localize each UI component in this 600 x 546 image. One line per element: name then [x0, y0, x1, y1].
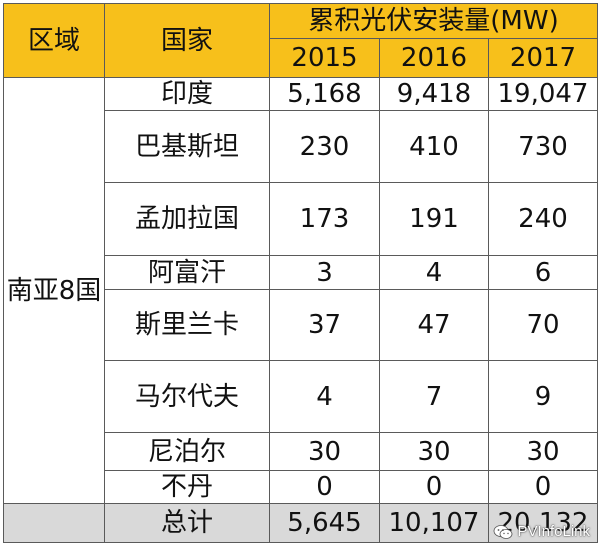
table-row: 马尔代夫 4 7 9: [4, 360, 598, 433]
value-cell: 30: [488, 432, 598, 471]
year-header: 2017: [488, 38, 598, 78]
total-value-cell: 5,645: [269, 503, 380, 543]
value-cell: 5,168: [269, 77, 380, 111]
total-value-cell: 20,132: [488, 503, 598, 543]
country-cell: 孟加拉国: [104, 182, 270, 256]
header-row: 区域 国家 累积光伏安装量(MW): [3, 3, 598, 78]
country-cell: 尼泊尔: [104, 432, 270, 471]
value-cell: 30: [269, 432, 380, 471]
watermark: PVInfoLink: [493, 523, 590, 540]
value-cell: 4: [379, 255, 489, 290]
value-cell: 0: [488, 470, 598, 504]
value-cell: 9,418: [379, 77, 489, 111]
year-header-row: 2015 2016 2017: [4, 38, 598, 78]
value-cell: 191: [379, 182, 489, 256]
value-cell: 730: [488, 110, 598, 183]
value-cell: 19,047: [488, 77, 598, 111]
table-row: 巴基斯坦 230 410 730: [4, 110, 598, 183]
pv-installation-table: 区域 国家 累积光伏安装量(MW) 2015 2016 2017 南亚8国 印度…: [3, 3, 598, 543]
table-row: 阿富汗 3 4 6: [4, 255, 598, 290]
table-row: 南亚8国 印度 5,168 9,418 19,047: [3, 77, 598, 504]
total-row: 总计 5,645 10,107 20,132: [3, 503, 598, 543]
country-cell: 不丹: [104, 470, 270, 504]
region-cell: 南亚8国: [3, 77, 105, 504]
value-cell: 37: [269, 289, 380, 361]
value-cell: 30: [379, 432, 489, 471]
year-header: 2015: [269, 38, 380, 78]
country-cell: 斯里兰卡: [104, 289, 270, 361]
value-cell: 4: [269, 360, 380, 433]
value-cell: 240: [488, 182, 598, 256]
table-row: 孟加拉国 173 191 240: [4, 182, 598, 256]
country-cell: 印度: [104, 77, 270, 111]
year-header: 2016: [379, 38, 489, 78]
total-label-cell: 总计: [104, 503, 270, 543]
value-cell: 9: [488, 360, 598, 433]
country-cell: 马尔代夫: [104, 360, 270, 433]
value-cell: 47: [379, 289, 489, 361]
country-cell: 巴基斯坦: [104, 110, 270, 183]
value-cell: 230: [269, 110, 380, 183]
watermark-text: PVInfoLink: [517, 523, 590, 540]
value-cell: 7: [379, 360, 489, 433]
group-header: 累积光伏安装量(MW): [269, 3, 598, 39]
value-cell: 410: [379, 110, 489, 183]
country-header: 国家: [104, 3, 270, 78]
value-cell: 6: [488, 255, 598, 290]
value-cell: 0: [379, 470, 489, 504]
total-value-cell: 10,107: [379, 503, 489, 543]
country-cell: 阿富汗: [104, 255, 270, 290]
region-header: 区域: [3, 3, 105, 78]
value-cell: 3: [269, 255, 380, 290]
value-cell: 0: [269, 470, 380, 504]
total-blank-cell: [3, 503, 105, 543]
value-cell: 70: [488, 289, 598, 361]
value-cell: 173: [269, 182, 380, 256]
wechat-icon: [493, 524, 513, 540]
